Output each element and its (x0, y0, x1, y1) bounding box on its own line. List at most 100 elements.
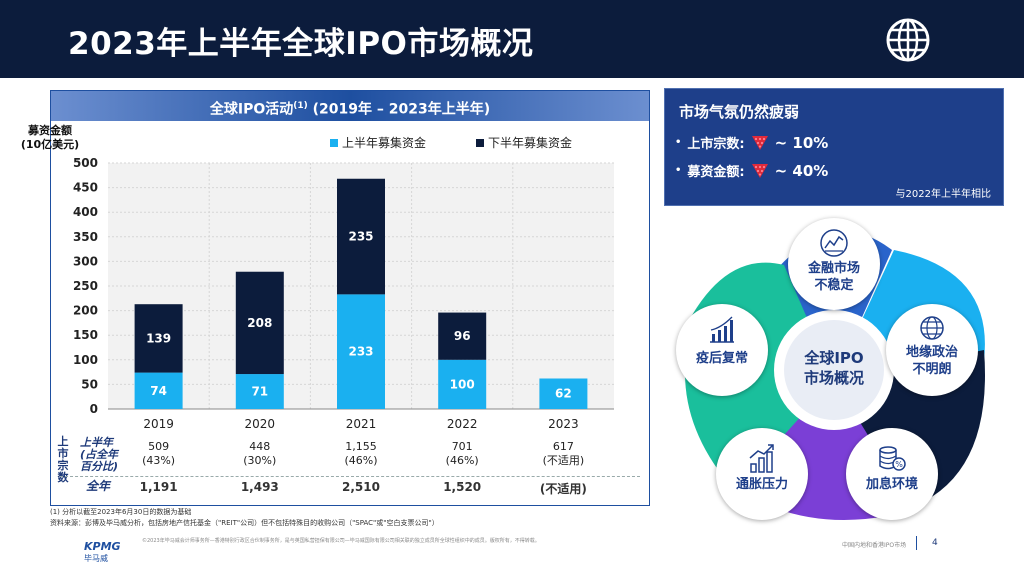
h1-row-label-line2: (占全年 (80, 448, 119, 461)
market-row-ipo-count-label: 上市宗数: (687, 137, 745, 152)
ipo-h1-cell: 701 (46%) (422, 440, 502, 468)
ipo-h1-cell: 1,155 (46%) (321, 440, 401, 468)
legend-h1-label: 上半年募集资金 (342, 136, 427, 150)
market-row-funds-label: 募资金额: (687, 165, 745, 180)
bar-h2 (134, 304, 183, 373)
chart-title-text: 全球IPO活动 (209, 101, 294, 118)
globe-icon (920, 316, 944, 340)
header-bar (0, 0, 1024, 78)
factor-geopolitics-line2: 不明朗 (912, 362, 952, 377)
rising-bars-icon (749, 444, 774, 473)
bar-value-label: 235 (348, 230, 373, 244)
kpmg-logo-cn: 毕马威 (84, 554, 108, 563)
y-axis-label-line1: 募资金额 (28, 124, 72, 137)
y-tick-label: 500 (73, 156, 98, 170)
ipo-h1-count: 1,155 (345, 440, 377, 453)
factor-post-pandemic-line1: 疫后复常 (695, 351, 748, 366)
diagram-center-line1: 全球IPO (804, 349, 864, 367)
y-tick-label: 50 (81, 377, 98, 391)
ipo-total-count: 1,520 (443, 480, 482, 494)
ipo-h1-count: 701 (451, 440, 473, 453)
diagram-center-line2: 市场概况 (803, 369, 864, 387)
x-tick-label: 2019 (143, 417, 174, 431)
factor-rate-hike: % 加息环境 (846, 428, 938, 520)
market-row-ipo-count: • 上市宗数: ~ 10% (675, 133, 829, 153)
market-sentiment-title: 市场气氛仍然疲弱 (679, 103, 800, 121)
footer-section-label: 中国内地和香港IPO市场 (842, 542, 907, 549)
y-tick-label: 400 (73, 205, 98, 219)
footnote-source: 资料来源：彭博及毕马威分析，包括房地产信托基金（"REIT"公司）但不包括特殊目… (50, 519, 439, 527)
y-tick-label: 450 (73, 181, 98, 195)
h1-row-label-line3: 百分比) (80, 460, 119, 473)
ipo-total-count: (不适用) (539, 482, 587, 496)
ipo-h1-cell: 509 (43%) (119, 440, 199, 468)
factor-financial-market-line1: 金融市场 (807, 261, 860, 276)
legend-h2-swatch (476, 138, 484, 147)
chart-title-suffix: (2019年 – 2023年上半年) (307, 101, 491, 118)
h1-row-label-line1: 上半年 (80, 436, 113, 449)
ipo-h1-cell: 448 (30%) (220, 440, 300, 468)
ipo-h1-percent: (43%) (142, 454, 176, 467)
chart-panel-title: 全球IPO活动(1) (2019年 – 2023年上半年) (51, 91, 649, 121)
market-row-funds-value: ~ 40% (774, 161, 829, 180)
bar-h1 (134, 372, 183, 409)
ipo-h1-cell: 617 (不适用) (523, 440, 603, 468)
kpmg-logo-text: KPMG (84, 540, 121, 553)
footnote-1: (1) 分析以截至2023年6月30日的数据为基础 (50, 508, 192, 516)
y-tick-label: 350 (73, 230, 98, 244)
down-arrow-icon (751, 135, 768, 150)
factor-rate-hike-line1: 加息环境 (865, 477, 918, 492)
legend-h1: 上半年募集资金 (330, 134, 426, 151)
market-chart-icon (820, 229, 848, 257)
footer-divider (916, 536, 917, 550)
center-circle-inner (784, 320, 884, 420)
ipo-h1-count: 448 (249, 440, 271, 453)
kpmg-logo: KPMG 毕马威 (84, 540, 126, 564)
y-tick-label: 100 (73, 353, 98, 367)
ipo-h1-percent: (30%) (243, 454, 277, 467)
bar-h1 (438, 359, 487, 409)
ipo-h1-percent: (46%) (344, 454, 378, 467)
bar-value-label: 62 (555, 387, 572, 401)
legend-h2: 下半年募集资金 (476, 134, 572, 151)
factor-financial-market-line2: 不稳定 (814, 278, 854, 293)
x-tick-label: 2020 (245, 417, 276, 431)
footnotes: (1) 分析以截至2023年6月30日的数据为基础 资料来源：彭博及毕马威分析，… (50, 507, 439, 529)
bar-h1 (337, 294, 385, 409)
ipo-count-label: 上市宗数 (57, 435, 69, 484)
factor-geopolitics-line1: 地缘政治 (905, 345, 958, 360)
page-number: 4 (932, 538, 938, 548)
diagram-center-label: 全球IPO 市场概况 (786, 348, 882, 388)
bar-h1 (235, 374, 284, 409)
bar-value-label: 139 (146, 331, 171, 345)
market-row-funds: • 募资金额: ~ 40% (675, 161, 829, 181)
ipo-total-count: 1,493 (240, 480, 279, 494)
ipo-h1-count: 509 (148, 440, 170, 453)
ipo-h1-percent: (不适用) (542, 454, 585, 467)
bar-value-label: 100 (450, 377, 475, 391)
bar-value-label: 74 (150, 384, 167, 398)
globe-icon (886, 18, 930, 62)
factor-financial-market: 金融市场 不稳定 (788, 218, 880, 310)
y-tick-label: 200 (73, 304, 98, 318)
down-arrow-icon (751, 163, 768, 178)
chart-title-footnote-mark: (1) (293, 101, 308, 111)
ipo-h1-count: 617 (552, 440, 574, 453)
bar-value-label: 208 (247, 316, 272, 330)
x-tick-label: 2023 (548, 417, 579, 431)
factor-inflation-line1: 通胀压力 (735, 477, 788, 492)
bar-h2 (438, 312, 487, 360)
y-tick-label: 150 (73, 328, 98, 342)
factor-diagram: 全球IPO 市场概况 金融市场 不稳定 地缘政治 不明朗 % (664, 210, 1004, 536)
legend-h1-swatch (330, 138, 338, 147)
ipo-total-count: 2,510 (342, 480, 380, 494)
bar-h2 (235, 271, 284, 375)
x-tick-label: 2021 (346, 417, 377, 431)
y-tick-label: 250 (73, 279, 98, 293)
svg-text:%: % (895, 460, 903, 469)
y-axis-label-line2: (10亿美元) (20, 138, 80, 151)
h1-row-label: 上半年 (占全年 百分比) (80, 437, 118, 473)
ipo-h1-percent: (46%) (445, 454, 479, 467)
growth-chart-icon (710, 316, 734, 343)
